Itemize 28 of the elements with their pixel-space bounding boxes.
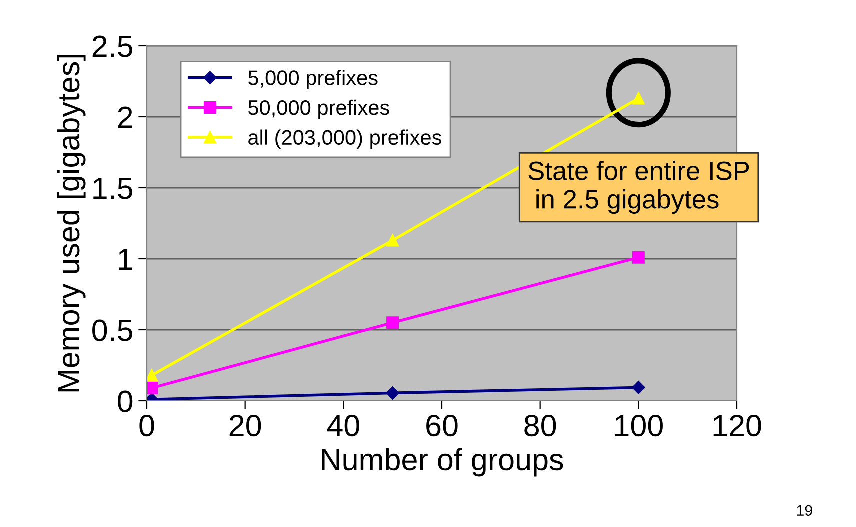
point: [147, 382, 158, 394]
legend-label: all (203,000) prefixes: [248, 130, 442, 150]
y-tick-label: 2.5: [92, 36, 133, 58]
y-tick-label: 0: [118, 390, 133, 412]
x-tick-label: 60: [426, 415, 458, 437]
y-tick-label: 1: [119, 249, 132, 270]
y-tick-label: 0.5: [92, 320, 133, 342]
y-tick-label: 1.5: [94, 178, 133, 200]
legend-label: 50,000 prefixes: [248, 100, 390, 120]
annotation: State for entire ISP in 2.5 gigabytes: [528, 161, 750, 214]
y-axis-title: Memory used [gigabytes]: [57, 54, 86, 392]
point: [386, 386, 400, 400]
point: [632, 381, 646, 394]
y-tick-label: 2: [118, 106, 132, 128]
legend-label: 5,000 prefixes: [248, 70, 378, 90]
point: [386, 234, 400, 247]
x-tick-label: 100: [616, 415, 663, 437]
x-tick-label: 40: [327, 415, 360, 437]
x-tick-label: 120: [714, 415, 762, 437]
point: [632, 251, 645, 264]
point: [147, 369, 158, 382]
point: [632, 92, 645, 105]
x-axis-title: Number of groups: [322, 448, 564, 477]
x-tick-label: 0: [140, 415, 154, 437]
x-tick-label: 80: [524, 415, 556, 437]
x-tick-label: 20: [230, 415, 262, 437]
text: 19: [797, 505, 812, 516]
point: [386, 316, 400, 330]
